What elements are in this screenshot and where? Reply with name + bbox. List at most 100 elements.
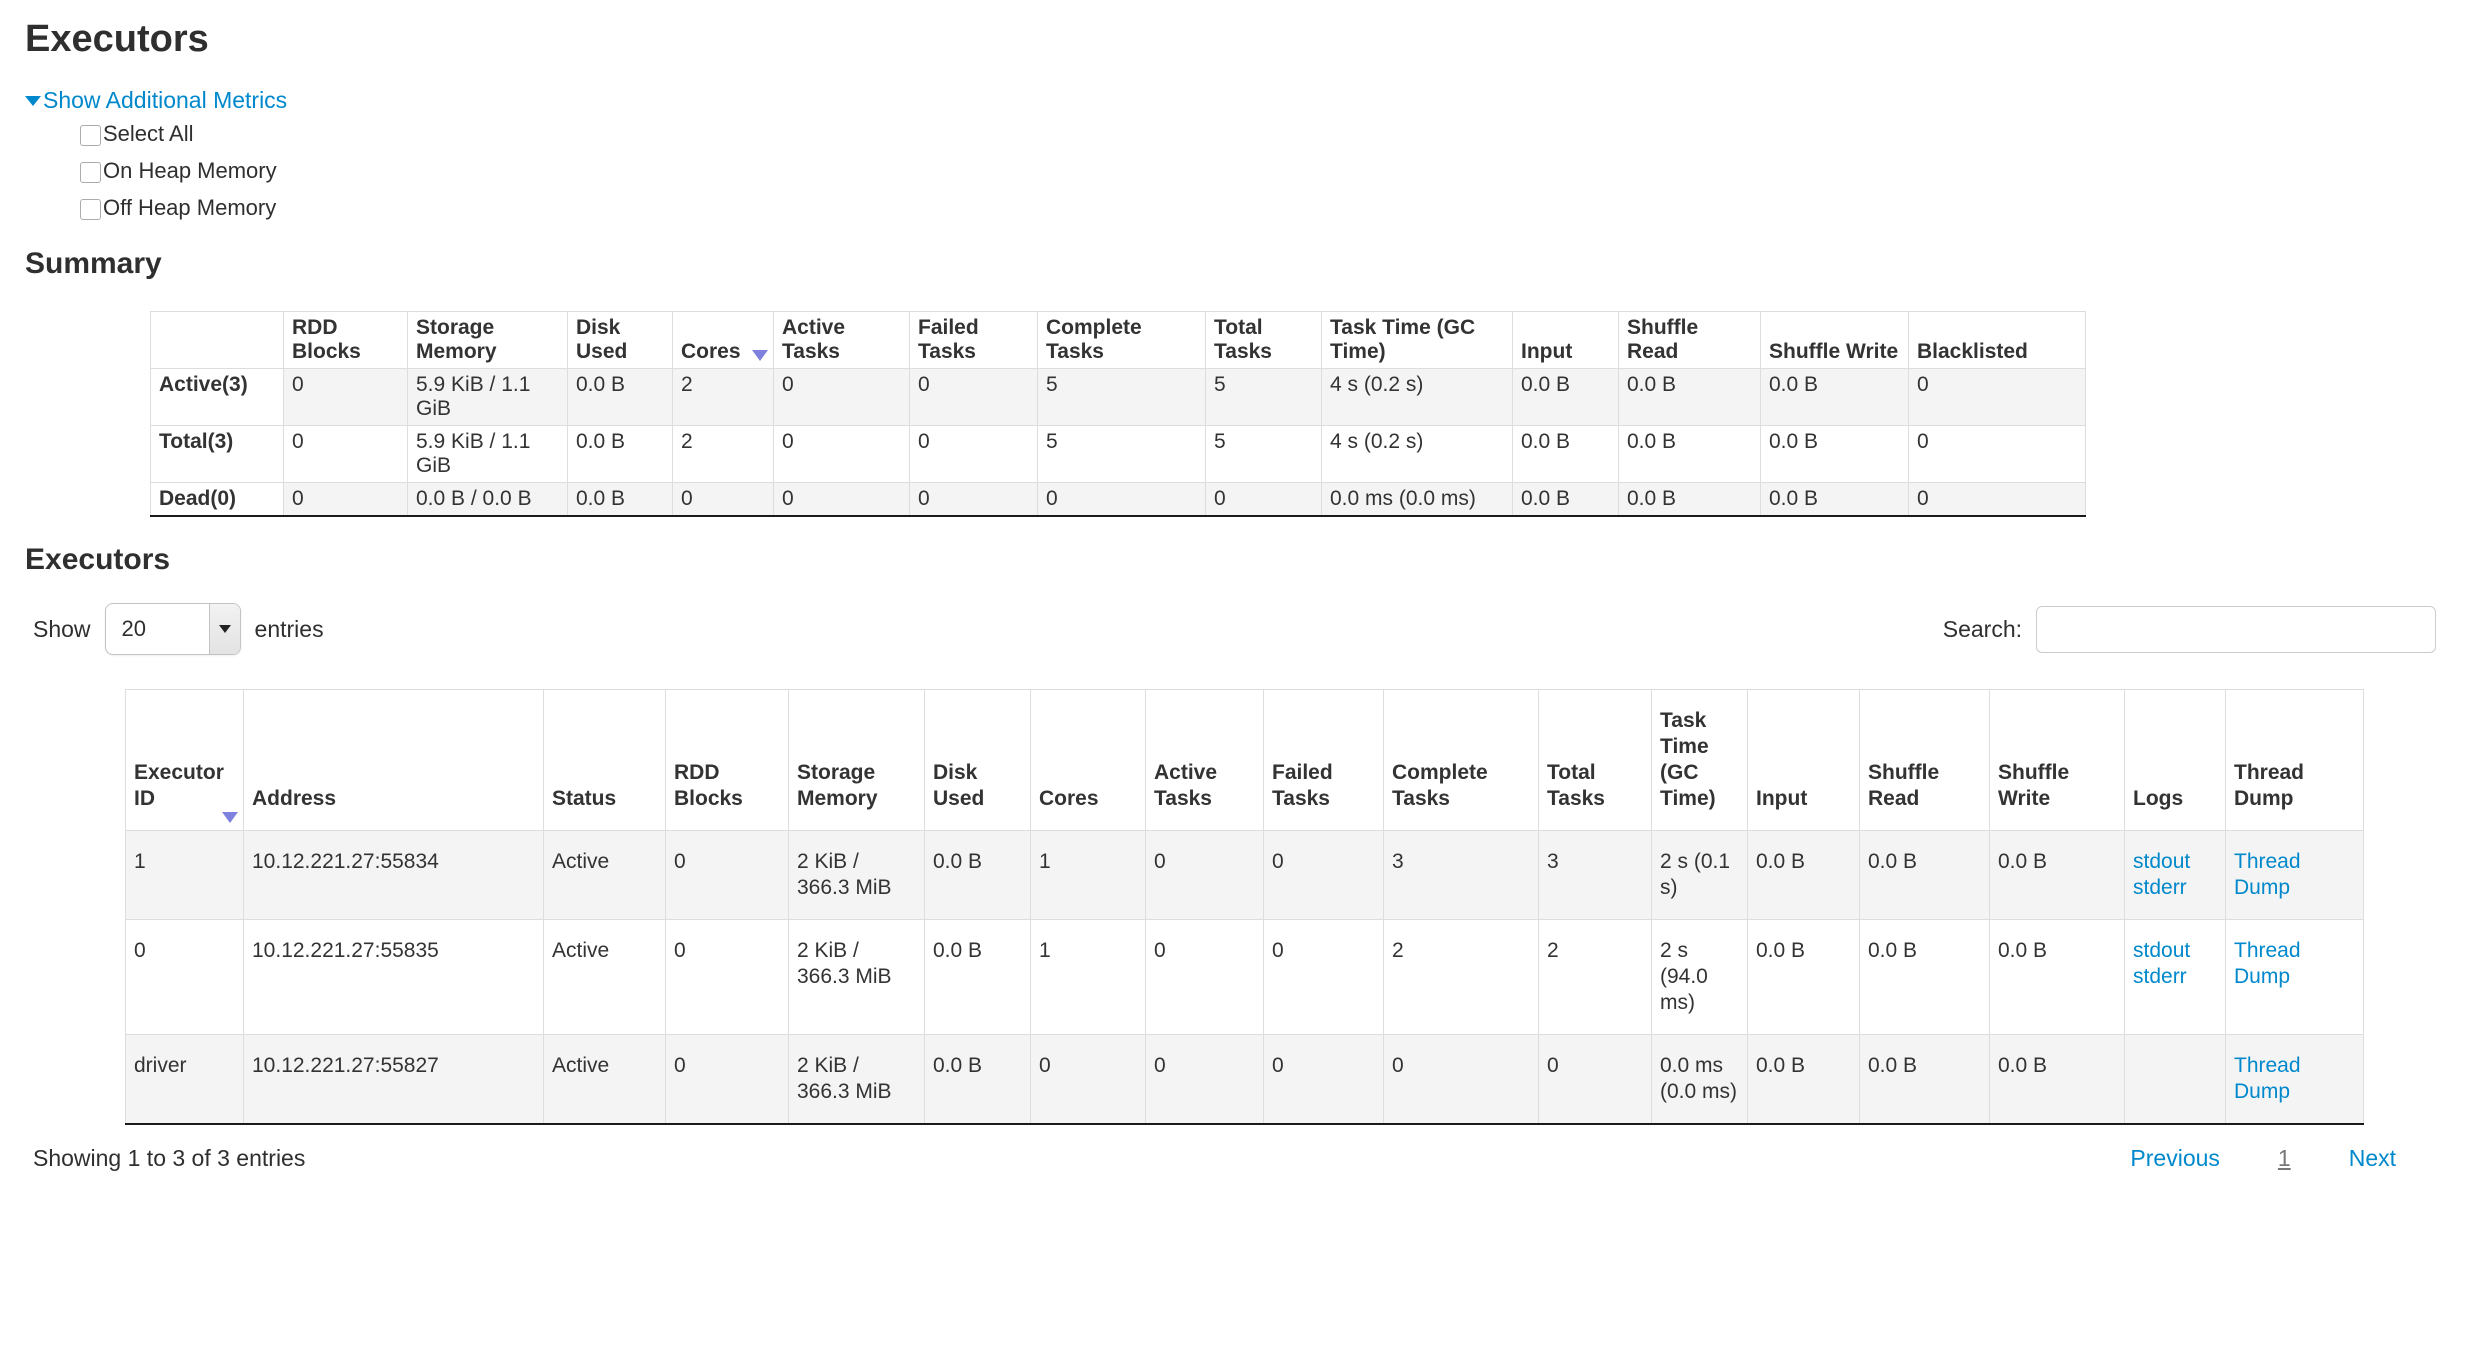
exec-cell-storage-memory: 2 KiB / 366.3 MiB (788, 830, 925, 920)
page-number-current[interactable]: 1 (2277, 1145, 2291, 1171)
summary-col-header-cores[interactable]: Cores (672, 311, 774, 369)
summary-cell: 0 (773, 368, 910, 426)
metrics-option-label: Off Heap Memory (103, 195, 277, 220)
metrics-option-select-all[interactable]: Select All (80, 120, 2441, 147)
summary-cell: 5 (1037, 368, 1206, 426)
metrics-option-label: On Heap Memory (103, 158, 277, 183)
summary-col-header-task-time[interactable]: Task Time (GC Time) (1321, 311, 1513, 369)
exec-cell-disk-used: 0.0 B (924, 919, 1031, 1035)
on-heap-memory-checkbox[interactable] (80, 162, 101, 183)
summary-col-header-input[interactable]: Input (1512, 311, 1619, 369)
select-dropdown-button[interactable] (208, 604, 240, 654)
stdout-link[interactable]: stdout (2133, 939, 2191, 962)
summary-cell: 0.0 B (1618, 368, 1761, 426)
search-input[interactable] (2036, 605, 2436, 653)
summary-cell: 5 (1037, 425, 1206, 483)
previous-page-button[interactable]: Previous (2130, 1145, 2220, 1171)
exec-col-header-executor-id[interactable]: Executor ID (125, 689, 244, 831)
exec-col-header-failed-tasks[interactable]: Failed Tasks (1263, 689, 1384, 831)
exec-cell-total-tasks: 3 (1538, 830, 1652, 920)
summary-cell: 4 s (0.2 s) (1321, 368, 1513, 426)
summary-table: RDD Blocks Storage Memory Disk Used Core… (150, 311, 2086, 517)
exec-col-header-cores[interactable]: Cores (1030, 689, 1146, 831)
summary-col-header-shuffle-write[interactable]: Shuffle Write (1760, 311, 1909, 369)
chevron-down-icon (218, 625, 231, 633)
thread-dump-link[interactable]: Thread Dump (2234, 850, 2301, 899)
exec-col-header-storage-memory[interactable]: Storage Memory (788, 689, 925, 831)
pagination: Previous 1 Next (2130, 1145, 2396, 1172)
summary-col-header-blacklisted[interactable]: Blacklisted (1908, 311, 2086, 369)
exec-cell-logs: stdout stderr (2124, 919, 2226, 1035)
executors-table: Executor ID Address Status RDD Blocks St… (125, 689, 2364, 1125)
summary-col-header-total-tasks[interactable]: Total Tasks (1205, 311, 1322, 369)
exec-col-header-rdd-blocks[interactable]: RDD Blocks (665, 689, 789, 831)
exec-cell-failed-tasks: 0 (1263, 919, 1384, 1035)
summary-cell: 0 (773, 425, 910, 483)
summary-col-header-storage-memory[interactable]: Storage Memory (407, 311, 568, 369)
summary-cell: 0 (909, 368, 1038, 426)
exec-cell-address: 10.12.221.27:55835 (243, 919, 544, 1035)
summary-row-total: Total(3) 0 5.9 KiB / 1.1 GiB 0.0 B 2 0 0… (150, 425, 2086, 483)
summary-col-header-blank[interactable] (150, 311, 284, 369)
exec-col-header-thread-dump[interactable]: Thread Dump (2225, 689, 2364, 831)
show-additional-metrics-toggle[interactable]: Show Additional Metrics (25, 87, 287, 114)
exec-cell-failed-tasks: 0 (1263, 1034, 1384, 1125)
summary-col-header-complete-tasks[interactable]: Complete Tasks (1037, 311, 1206, 369)
summary-cell: 0 (283, 482, 408, 517)
summary-col-header-shuffle-read[interactable]: Shuffle Read (1618, 311, 1761, 369)
exec-col-header-address[interactable]: Address (243, 689, 544, 831)
exec-col-header-complete-tasks[interactable]: Complete Tasks (1383, 689, 1539, 831)
summary-cell: 0.0 B (567, 425, 673, 483)
exec-cell-shuffle-read: 0.0 B (1859, 1034, 1990, 1125)
thread-dump-link[interactable]: Thread Dump (2234, 1054, 2301, 1103)
stderr-link[interactable]: stderr (2133, 876, 2187, 899)
exec-cell-complete-tasks: 3 (1383, 830, 1539, 920)
exec-cell-cores: 1 (1030, 919, 1146, 1035)
select-all-checkbox[interactable] (80, 125, 101, 146)
summary-cell: 0 (1908, 482, 2086, 517)
exec-cell-active-tasks: 0 (1145, 919, 1264, 1035)
summary-cell: 0 (1908, 425, 2086, 483)
summary-row-label: Active(3) (150, 368, 284, 426)
exec-col-header-disk-used[interactable]: Disk Used (924, 689, 1031, 831)
exec-col-header-active-tasks[interactable]: Active Tasks (1145, 689, 1264, 831)
exec-cell-id: driver (125, 1034, 244, 1125)
exec-col-header-shuffle-write[interactable]: Shuffle Write (1989, 689, 2125, 831)
exec-cell-status: Active (543, 830, 666, 920)
exec-cell-storage-memory: 2 KiB / 366.3 MiB (788, 1034, 925, 1125)
stdout-link[interactable]: stdout (2133, 850, 2191, 873)
exec-col-header-task-time[interactable]: Task Time (GC Time) (1651, 689, 1748, 831)
exec-col-header-status[interactable]: Status (543, 689, 666, 831)
summary-col-header-failed-tasks[interactable]: Failed Tasks (909, 311, 1038, 369)
exec-cell-total-tasks: 0 (1538, 1034, 1652, 1125)
entries-select[interactable]: 20 (104, 603, 241, 655)
off-heap-memory-checkbox[interactable] (80, 199, 101, 220)
metrics-option-on-heap[interactable]: On Heap Memory (80, 157, 2441, 184)
summary-cell: 0 (1037, 482, 1206, 517)
summary-cell: 0.0 B (1512, 482, 1619, 517)
exec-col-header-logs[interactable]: Logs (2124, 689, 2226, 831)
exec-cell-status: Active (543, 919, 666, 1035)
next-page-button[interactable]: Next (2348, 1145, 2396, 1171)
metrics-option-off-heap[interactable]: Off Heap Memory (80, 194, 2441, 221)
exec-col-header-shuffle-read[interactable]: Shuffle Read (1859, 689, 1990, 831)
summary-cell: 0 (773, 482, 910, 517)
summary-col-header-disk-used[interactable]: Disk Used (567, 311, 673, 369)
exec-cell-input: 0.0 B (1747, 1034, 1860, 1125)
exec-cell-rdd-blocks: 0 (665, 830, 789, 920)
metrics-checkbox-list: Select All On Heap Memory Off Heap Memor… (80, 120, 2441, 221)
stderr-link[interactable]: stderr (2133, 965, 2187, 988)
summary-col-header-active-tasks[interactable]: Active Tasks (773, 311, 910, 369)
executor-row-driver: driver 10.12.221.27:55827 Active 0 2 KiB… (125, 1034, 2364, 1125)
exec-col-header-total-tasks[interactable]: Total Tasks (1538, 689, 1652, 831)
exec-col-header-input[interactable]: Input (1747, 689, 1860, 831)
summary-col-header-rdd-blocks[interactable]: RDD Blocks (283, 311, 408, 369)
thread-dump-link[interactable]: Thread Dump (2234, 939, 2301, 988)
page-title: Executors (25, 18, 209, 60)
exec-cell-failed-tasks: 0 (1263, 830, 1384, 920)
caret-down-icon (25, 95, 41, 106)
executors-header-row: Executor ID Address Status RDD Blocks St… (125, 689, 2364, 831)
exec-cell-task-time: 0.0 ms (0.0 ms) (1651, 1034, 1748, 1125)
summary-cell: 0.0 ms (0.0 ms) (1321, 482, 1513, 517)
table-info: Showing 1 to 3 of 3 entries (33, 1145, 306, 1171)
